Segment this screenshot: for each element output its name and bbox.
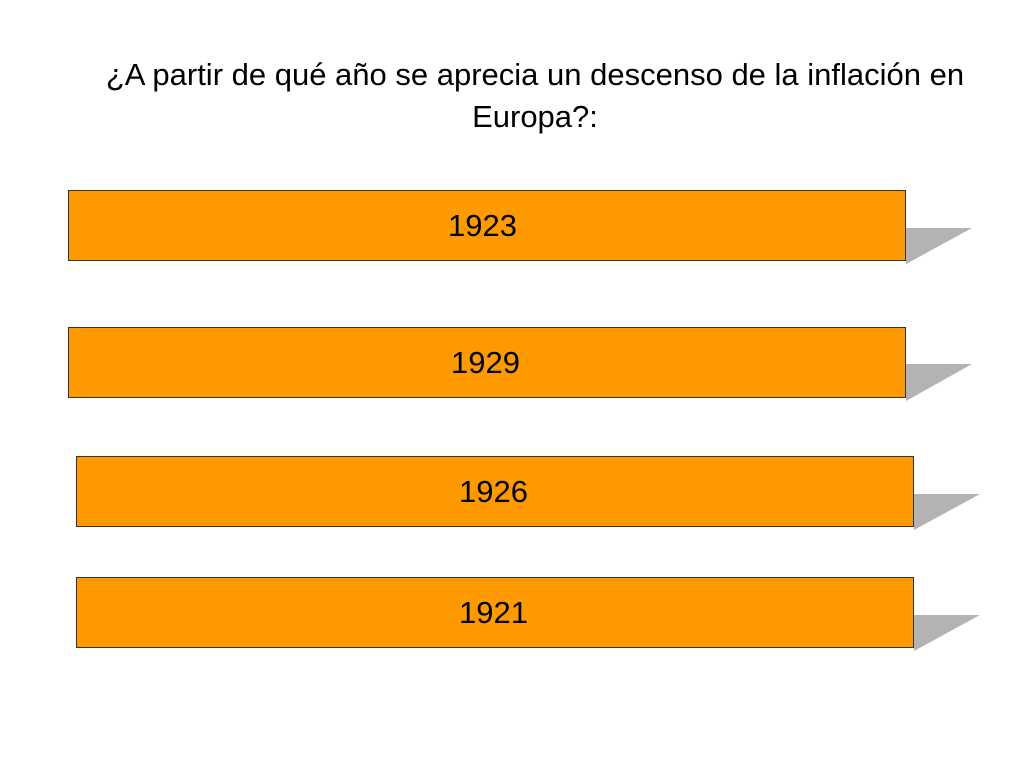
answer-bar[interactable]: [76, 456, 914, 527]
answer-label: 1923: [448, 208, 517, 243]
option-shadow: [906, 364, 972, 401]
option-shadow: [914, 615, 980, 651]
question-text: ¿A partir de qué año se aprecia un desce…: [105, 57, 965, 134]
answer-option-1926[interactable]: 1926: [76, 456, 980, 530]
answer-label: 1926: [459, 474, 528, 509]
answer-option-1921[interactable]: 1921: [76, 577, 980, 651]
option-shadow: [914, 494, 980, 530]
option-shadow: [906, 228, 972, 264]
answer-label: 1921: [459, 595, 528, 630]
answer-bar[interactable]: [76, 577, 914, 648]
answer-bar[interactable]: [68, 327, 906, 398]
answer-option-1929[interactable]: 1929: [68, 327, 972, 401]
answer-label: 1929: [451, 345, 520, 380]
answer-bar[interactable]: [68, 190, 906, 261]
answer-option-1923[interactable]: 1923: [68, 190, 972, 264]
